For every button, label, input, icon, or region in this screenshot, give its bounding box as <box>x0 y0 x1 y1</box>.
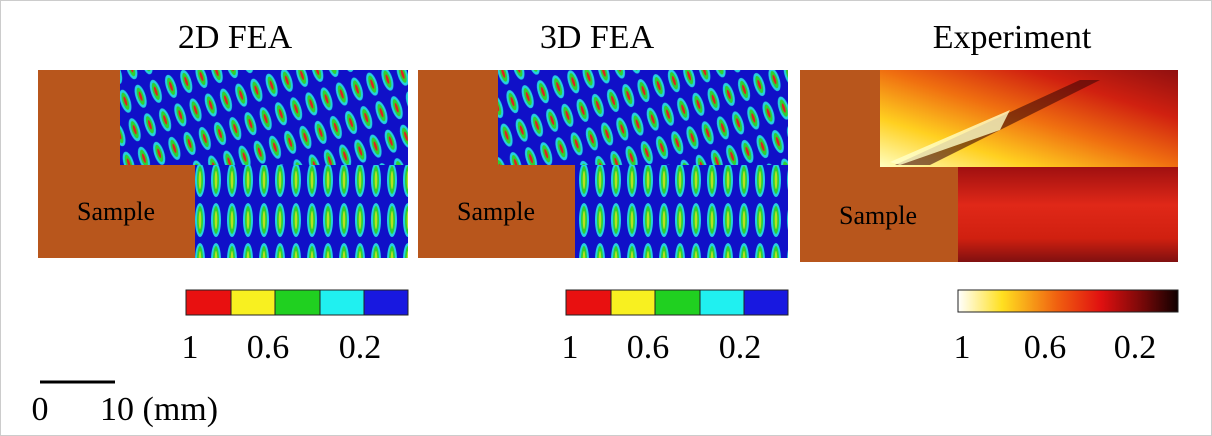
colorbar <box>957 289 1179 313</box>
sample-block <box>38 70 195 258</box>
sample-block <box>418 70 575 258</box>
panel-experiment: Experiment Sample 1 0.6 0.2 <box>800 19 1179 366</box>
sample-label: Sample <box>839 201 917 230</box>
colorbar-tick: 0.6 <box>627 329 670 366</box>
scale-end: 10 (mm) <box>100 391 218 428</box>
sample-label: Sample <box>457 197 535 226</box>
colorbar <box>565 289 789 316</box>
colorbar-tick: 1 <box>182 329 199 366</box>
field-upper <box>120 70 408 165</box>
field-lower <box>575 165 788 258</box>
sample-block <box>800 70 958 262</box>
colorbar-tick: 1 <box>954 329 971 366</box>
sample-label: Sample <box>77 197 155 226</box>
colorbar-tick: 0.2 <box>1114 329 1157 366</box>
panel-title: Experiment <box>933 19 1092 56</box>
field-lower <box>195 165 408 258</box>
scale-start: 0 <box>32 391 49 428</box>
panel-title: 3D FEA <box>540 19 655 56</box>
colorbar <box>185 289 409 316</box>
panel-2d: 2D FEA Sample 1 0.6 0.2 <box>38 19 409 366</box>
panel-title: 2D FEA <box>178 19 293 56</box>
colorbar-tick: 0.2 <box>719 329 762 366</box>
colorbar-tick: 0.6 <box>247 329 290 366</box>
colorbar-tick: 0.2 <box>339 329 382 366</box>
panel-3d: 3D FEA Sample 1 0.6 0.2 <box>418 19 789 366</box>
field-lower <box>958 167 1178 262</box>
field-streak <box>890 110 1010 165</box>
scale-bar: 0 10 (mm) <box>32 380 218 428</box>
colorbar-tick: 1 <box>562 329 579 366</box>
colorbar-tick: 0.6 <box>1024 329 1067 366</box>
field-upper <box>498 70 788 165</box>
